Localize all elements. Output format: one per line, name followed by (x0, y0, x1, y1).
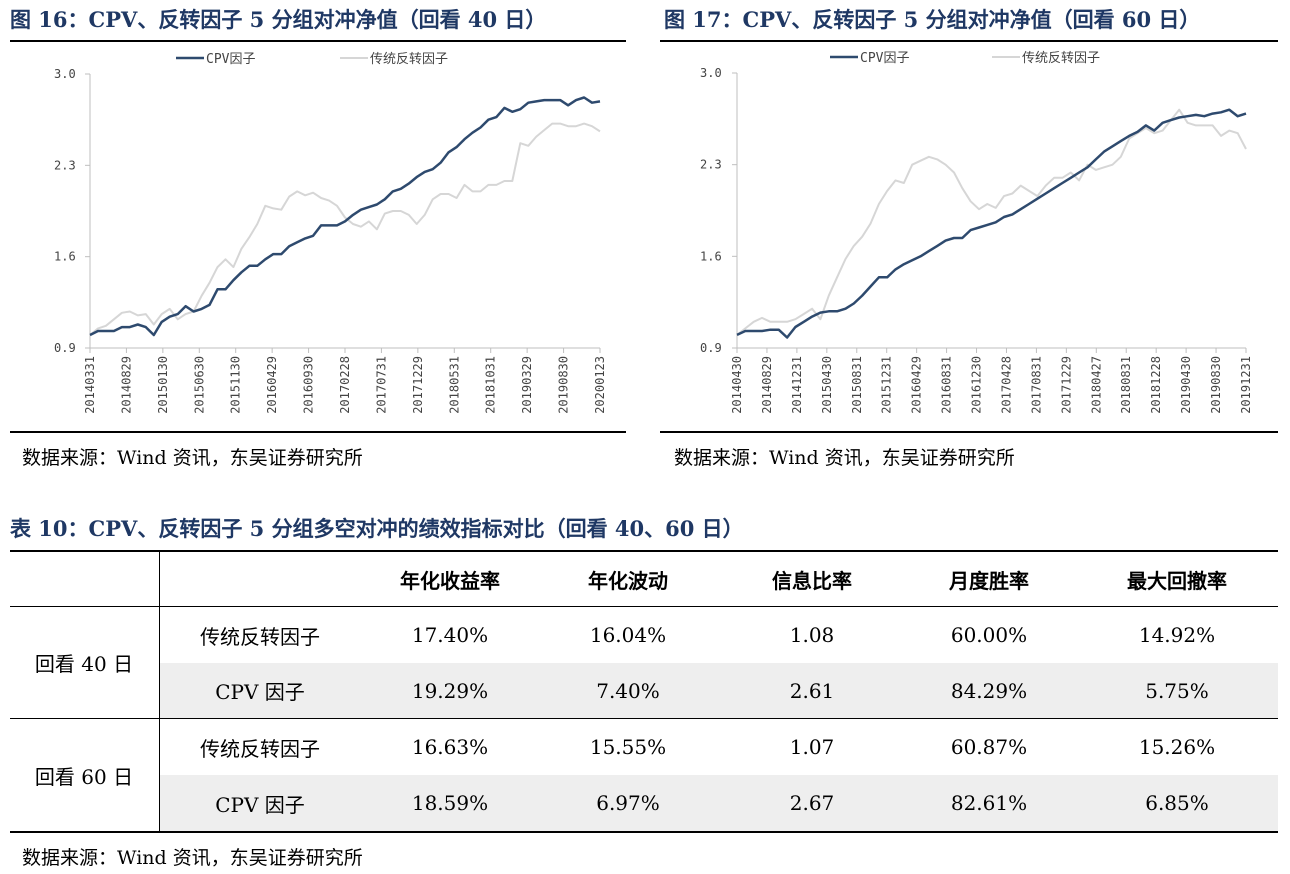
y-tick-label: 2.3 (54, 158, 76, 172)
figure-16-bottom-rule (10, 431, 626, 433)
figure-16-source: 数据来源：Wind 资讯，东吴证券研究所 (22, 447, 363, 469)
x-tick-label: 20171229 (411, 356, 425, 414)
x-tick-label: 20170228 (338, 356, 352, 414)
group-label-60d: 回看 60 日 (34, 764, 134, 789)
x-tick-label: 20140829 (760, 356, 774, 414)
figure-17-chart: 3.0 2.3 1.6 0.9 20140430 20140829 20141231 2015… (700, 51, 1253, 414)
x-tick-label: 20170831 (1029, 356, 1043, 414)
x-tick-label: 20160930 (302, 356, 316, 414)
table-cell: 6.97% (596, 791, 660, 815)
table-cell: 15.26% (1138, 735, 1216, 759)
group-label-40d: 回看 40 日 (34, 652, 134, 676)
table-cell: 7.40% (596, 678, 660, 703)
series-line-cpv (736, 108, 1247, 339)
figure-16-chart: 3.0 2.3 1.6 0.9 20140331 20140829 20150130 2015… (54, 52, 607, 414)
x-tick-label: 20170731 (374, 356, 388, 414)
table-source: 数据来源：Wind 资讯，东吴证券研究所 (22, 847, 363, 869)
x-tick-label: 20191231 (1239, 356, 1253, 414)
x-tick-label: 20150430 (820, 356, 834, 414)
table-cell: 60.00% (950, 623, 1028, 647)
table-cell: 18.59% (411, 791, 489, 815)
x-tick-label: 20180831 (1119, 356, 1133, 414)
table-cell: 2.61 (789, 678, 835, 703)
table-10-title: 表 10：CPV、反转因子 5 分组多空对冲的绩效指标对比（回看 40、60 日… (10, 516, 744, 541)
table-cell: 14.92% (1138, 623, 1216, 647)
figure-17-title: 图 17：CPV、反转因子 5 分组对冲净值（回看 60 日） (664, 7, 1201, 32)
table-cell: 5.75% (1145, 678, 1209, 703)
series-line-reversal (89, 122, 601, 336)
y-tick-label: 0.9 (54, 341, 76, 355)
row-name: CPV 因子 (215, 792, 305, 817)
y-tick-label: 0.9 (700, 341, 722, 355)
table-cell: 16.04% (589, 623, 667, 647)
x-tick-label: 20150630 (192, 356, 206, 414)
y-tick-label: 2.3 (700, 158, 722, 172)
figure-16-top-rule (10, 40, 626, 42)
x-tick-label: 20190830 (1209, 356, 1223, 414)
table-cell: 6.85% (1145, 791, 1209, 815)
series-line-reversal (736, 108, 1247, 336)
header-rule (10, 606, 1278, 607)
row-name: 传统反转因子 (200, 736, 320, 761)
x-tick-label: 20200123 (593, 356, 607, 414)
group-rule (10, 718, 1278, 719)
header-information-ratio: 信息比率 (772, 568, 852, 593)
table-top-rule (10, 550, 1278, 552)
row-shading (160, 775, 1278, 831)
y-tick-label: 3.0 (700, 66, 722, 80)
header-max-drawdown: 最大回撤率 (1127, 568, 1227, 593)
figure-17-bottom-rule (660, 431, 1278, 433)
row-name: CPV 因子 (215, 680, 305, 704)
y-tick-label: 3.0 (54, 67, 76, 81)
x-tick-label: 20160429 (910, 356, 924, 414)
x-tick-label: 20151130 (229, 356, 243, 414)
x-tick-label: 20180531 (447, 356, 461, 414)
x-tick-label: 20181031 (484, 356, 498, 414)
x-tick-label: 20151231 (880, 356, 894, 414)
x-tick-label: 20190830 (557, 356, 571, 414)
row-shading (160, 663, 1278, 718)
row-name: 传统反转因子 (200, 624, 320, 649)
y-tick-label: 1.6 (700, 249, 722, 263)
x-tick-label: 20150831 (850, 356, 864, 414)
x-tick-label: 20190430 (1179, 356, 1193, 414)
figure-17-source: 数据来源：Wind 资讯，东吴证券研究所 (674, 447, 1015, 469)
x-tick-label: 20140829 (119, 356, 133, 414)
figure-17-top-rule (660, 40, 1278, 42)
x-tick-label: 20160831 (940, 356, 954, 414)
table-cell: 82.61% (950, 791, 1028, 815)
x-tick-label: 20150130 (156, 356, 170, 414)
table-cell: 60.87% (950, 735, 1028, 759)
x-tick-label: 20181228 (1149, 356, 1163, 414)
figure-16-title: 图 16：CPV、反转因子 5 分组对冲净值（回看 40 日） (10, 7, 547, 32)
table-cell: 1.07 (789, 735, 835, 759)
table-cell: 2.67 (789, 791, 835, 815)
y-tick-label: 1.6 (54, 250, 76, 264)
table-cell: 16.63% (411, 735, 489, 759)
table-column-divider (159, 551, 160, 832)
legend-label-cpv: CPV因子 (860, 51, 909, 66)
header-annual-volatility: 年化波动 (588, 568, 668, 593)
table-cell: 17.40% (411, 623, 489, 647)
table-bottom-rule (10, 831, 1278, 833)
table-cell: 15.55% (589, 735, 667, 759)
x-tick-label: 20141231 (790, 356, 804, 414)
series-line-cpv (89, 96, 601, 337)
x-tick-label: 20161230 (970, 356, 984, 414)
legend-label-cpv: CPV因子 (206, 52, 255, 67)
legend-label-reversal: 传统反转因子 (1022, 51, 1100, 66)
table-cell: 1.08 (789, 623, 835, 647)
legend-label-reversal: 传统反转因子 (370, 52, 448, 67)
table-cell: 19.29% (411, 678, 489, 703)
table-cell: 84.29% (950, 678, 1028, 703)
x-tick-label: 20180427 (1089, 356, 1103, 414)
x-tick-label: 20170428 (999, 356, 1013, 414)
x-tick-label: 20140331 (83, 356, 97, 414)
x-tick-label: 20171229 (1059, 356, 1073, 414)
header-annual-return: 年化收益率 (400, 568, 500, 593)
x-tick-label: 20140430 (730, 356, 744, 414)
header-monthly-win-rate: 月度胜率 (949, 568, 1029, 593)
x-tick-label: 20190329 (520, 356, 534, 414)
x-tick-label: 20160429 (265, 356, 279, 414)
